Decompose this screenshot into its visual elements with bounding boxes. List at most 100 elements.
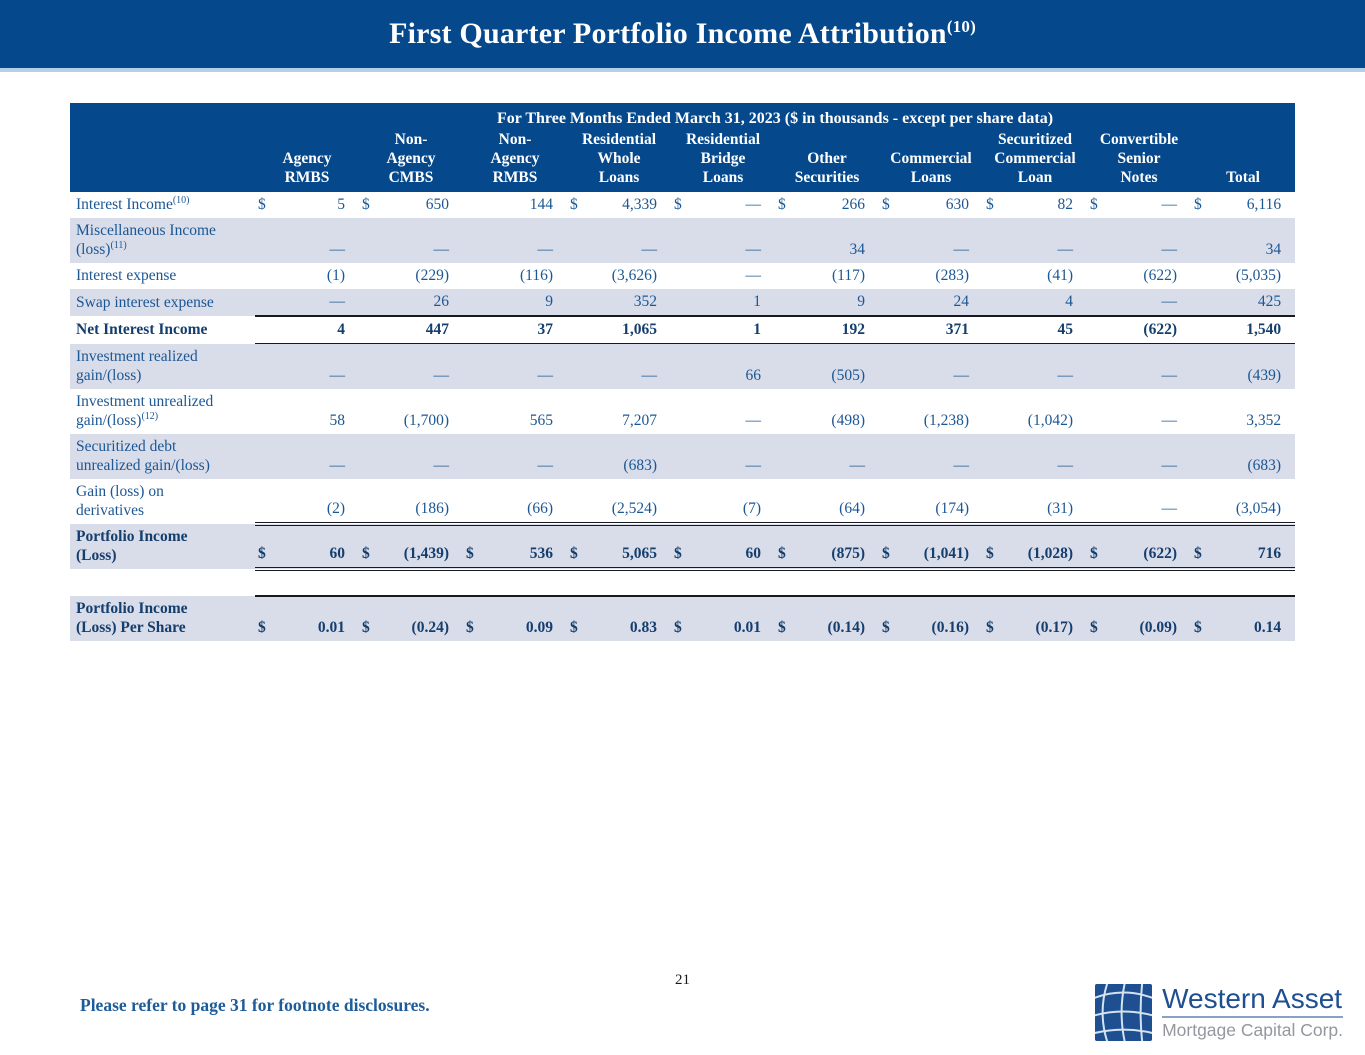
cell-value: — (953, 366, 970, 384)
dollar-sign: $ (570, 618, 578, 636)
table-cell: — (255, 343, 359, 389)
table-cell: 9 (463, 289, 567, 316)
dollar-sign: $ (986, 196, 994, 213)
cell-value: — (1161, 366, 1178, 384)
dollar-sign: $ (1194, 196, 1202, 213)
cell-value: (622) (1143, 267, 1177, 284)
table-cell: $ (0.14) (775, 594, 879, 641)
cell-value: 60 (745, 544, 762, 562)
table-cell: (229) (359, 263, 463, 289)
table-cell: 1 (671, 315, 775, 344)
table-cell: — (1087, 343, 1191, 389)
cell-value: — (1161, 456, 1178, 474)
table-cell: $0.01 (255, 594, 359, 641)
table-row: Interest expense (1) (229) (116) (3,626) — (11… (70, 263, 1295, 289)
dollar-sign: $ (466, 544, 474, 562)
table-cell: 1 (671, 289, 775, 316)
table-cell: (622) (1087, 315, 1191, 344)
footnote-text: Please refer to page 31 for footnote dis… (80, 995, 430, 1015)
table-cell: — (983, 433, 1087, 479)
page-title: First Quarter Portfolio Income Attributi… (389, 17, 976, 51)
cell-value: — (1057, 366, 1074, 384)
table-cell: — (671, 433, 775, 479)
cell-value: — (1161, 196, 1178, 213)
cell-value: (683) (1247, 456, 1282, 474)
table-cell: $4,339 (567, 192, 671, 218)
table-cell: — (255, 218, 359, 263)
dollar-sign: $ (882, 544, 890, 562)
footnote-ref: (10) (172, 194, 190, 206)
dollar-sign: $ (986, 544, 994, 562)
cell-value: 447 (425, 321, 449, 338)
cell-value: — (745, 267, 762, 284)
cell-value: 24 (953, 293, 970, 310)
dollar-sign: $ (674, 196, 682, 213)
cell-value: (0.16) (931, 618, 969, 636)
dollar-sign: $ (1090, 618, 1098, 636)
table-row: Investment unrealized gain/(loss)(12) 58 (1… (70, 389, 1295, 434)
cell-value: (7) (742, 499, 761, 517)
cell-value: (683) (623, 456, 657, 474)
company-logo: Western Asset Mortgage Capital Corp. (1090, 979, 1343, 1046)
cell-value: (1,028) (1027, 544, 1073, 562)
table-cell: 66 (671, 343, 775, 389)
table-cell: (186) (359, 479, 463, 524)
cell-value: — (1057, 241, 1074, 258)
table-cell: $ (1,041) (879, 521, 983, 571)
table-cell: — (463, 433, 567, 479)
table-cell: — (1087, 479, 1191, 524)
cell-value: (229) (415, 267, 449, 284)
table-cell: $ (1,439) (359, 521, 463, 571)
row-label: Gain (loss) on derivatives (76, 482, 164, 519)
table-row: Net Interest Income 4 447 37 1,065 1 192 371 45 (… (70, 315, 1296, 344)
cell-value: 66 (745, 366, 762, 384)
cell-value: 1 (753, 293, 761, 310)
table-cell: $ (875) (775, 521, 879, 571)
table-cell: $716 (1191, 521, 1296, 571)
table-cell: (2,524) (567, 479, 671, 524)
table-cell: — (879, 218, 983, 263)
table-cell: $0.83 (567, 594, 671, 641)
column-header-non-agency-rmbs: Non- Agency RMBS (463, 130, 567, 192)
table-row: Portfolio Income (Loss) $60 $ (1,439) $536 $5,… (70, 521, 1296, 571)
table-cell: — (671, 218, 775, 263)
table-cell: — (1087, 389, 1191, 434)
table-cell: $5,065 (567, 521, 671, 571)
table-cell: (117) (775, 263, 879, 289)
footnote-ref: (11) (110, 239, 127, 251)
cell-value: — (329, 293, 346, 310)
row-label: Securitized debt unrealized gain/(loss) (70, 433, 255, 479)
spacer-cell (70, 568, 1296, 596)
caption-spacer-cell (70, 103, 255, 130)
cell-value: (622) (1143, 321, 1177, 338)
table-cell: $60 (671, 521, 775, 571)
table-cell: (439) (1191, 343, 1296, 389)
cell-value: 5,065 (622, 544, 657, 562)
table-cell: $ (0.16) (879, 594, 983, 641)
row-label: Interest expense (76, 267, 177, 284)
row-label: Net Interest Income (76, 320, 208, 338)
table-cell: — (775, 433, 879, 479)
cell-value: (2) (326, 499, 345, 517)
table-cell: $ — (671, 192, 775, 218)
table-cell: 371 (879, 315, 983, 344)
table-cell: (41) (983, 263, 1087, 289)
row-label: Interest Income(10) (76, 194, 190, 213)
cell-value: — (433, 366, 450, 384)
table-cell: — (567, 218, 671, 263)
table-cell: $0.14 (1191, 594, 1296, 641)
table-cell: $5 (255, 192, 359, 218)
table-cell: 1,540 (1191, 315, 1296, 344)
dollar-sign: $ (570, 544, 578, 562)
row-label: Portfolio Income (Loss) Per Share (70, 595, 255, 641)
table-caption: For Three Months Ended March 31, 2023 ($… (255, 103, 1296, 130)
dollar-sign: $ (778, 196, 786, 213)
table-cell: — (255, 433, 359, 479)
cell-value: 192 (841, 321, 865, 338)
cell-value: — (1161, 499, 1178, 517)
cell-value: 716 (1257, 544, 1282, 562)
page-title-text: First Quarter Portfolio Income Attributi… (389, 17, 947, 50)
cell-value: 0.01 (733, 618, 761, 636)
table-cell: — (983, 218, 1087, 263)
cell-value: 0.01 (317, 618, 345, 636)
